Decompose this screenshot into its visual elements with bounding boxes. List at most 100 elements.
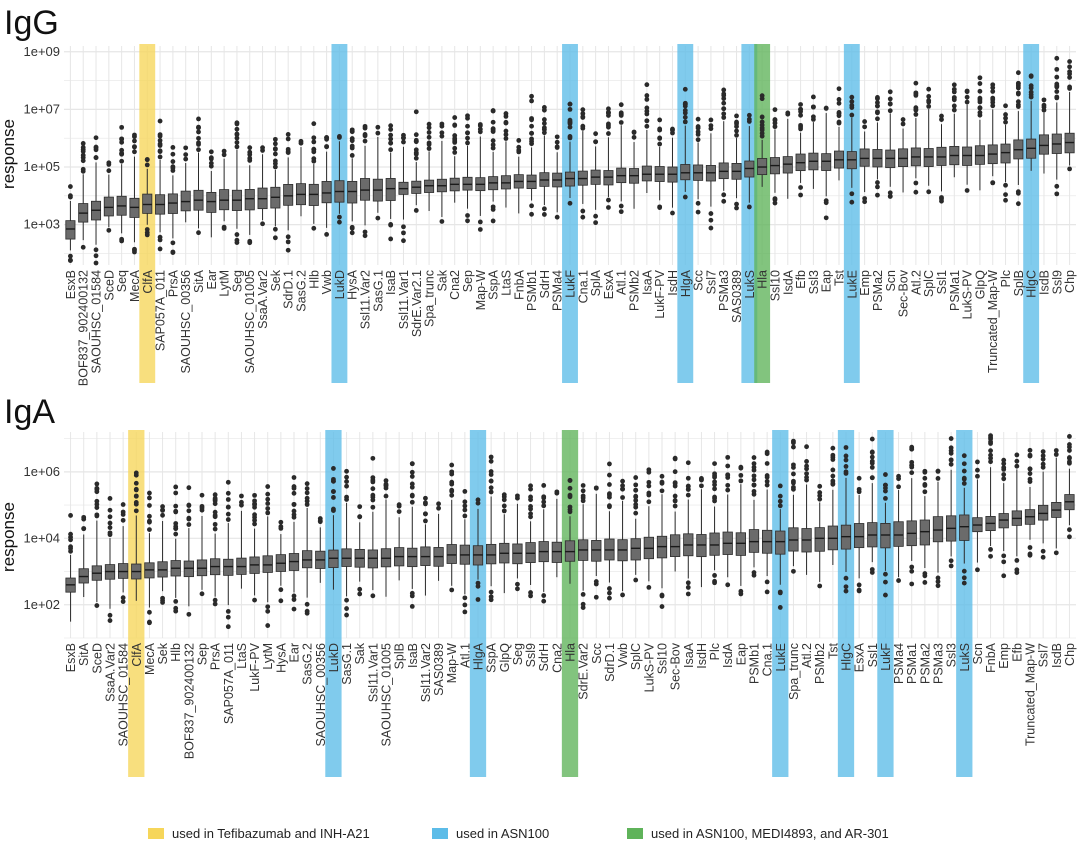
outlier-point xyxy=(817,496,823,502)
outlier-point xyxy=(869,475,875,481)
outlier-point xyxy=(212,601,218,607)
outlier-point xyxy=(646,584,652,590)
x-tick-label: Sec-Bov xyxy=(897,269,911,317)
highlight-bands xyxy=(139,44,1040,383)
outlier-point xyxy=(426,125,432,131)
outlier-point xyxy=(278,519,284,525)
outlier-point xyxy=(785,110,791,116)
outlier-point xyxy=(712,486,717,492)
x-tick-label: SplB xyxy=(393,643,407,669)
outlier-point xyxy=(212,521,218,527)
outlier-point xyxy=(388,147,394,153)
box-SdrE.Var2.1 xyxy=(411,109,422,213)
box-Spa_trunc xyxy=(424,121,435,212)
outlier-point xyxy=(375,130,381,136)
x-tick-label: Plc xyxy=(708,643,722,660)
outlier-point xyxy=(490,108,496,113)
outlier-point xyxy=(1001,472,1007,477)
x-tick-label: Cna2 xyxy=(550,643,564,673)
outlier-point xyxy=(672,483,678,489)
outlier-point xyxy=(173,531,179,537)
outlier-point xyxy=(331,495,336,500)
outlier-point xyxy=(734,132,739,138)
outlier-point xyxy=(107,618,113,623)
outlier-point xyxy=(265,604,271,610)
outlier-point xyxy=(413,132,419,138)
outlier-point xyxy=(413,155,419,161)
outlier-point xyxy=(186,522,192,527)
x-tick-label: Ssl11.Var1 xyxy=(397,270,411,329)
box-Spa_trunc xyxy=(788,438,799,574)
iqr-box xyxy=(854,523,865,549)
outlier-point xyxy=(990,82,996,88)
outlier-point xyxy=(488,489,494,495)
outlier-point xyxy=(423,500,428,506)
x-tick-label: IsdB xyxy=(1050,643,1064,668)
outlier-point xyxy=(644,111,650,117)
outlier-point xyxy=(239,499,244,505)
outlier-point xyxy=(798,106,803,112)
outlier-point xyxy=(409,484,415,490)
outlier-point xyxy=(1040,554,1046,560)
outlier-point xyxy=(234,131,240,137)
outlier-point xyxy=(633,475,639,480)
boxes xyxy=(65,55,1075,266)
outlier-point xyxy=(278,598,284,604)
x-tick-label: SplC xyxy=(629,643,643,670)
outlier-point xyxy=(247,240,253,246)
outlier-point xyxy=(272,226,278,232)
outlier-point xyxy=(529,130,534,136)
outlier-point xyxy=(196,116,201,122)
outlier-point xyxy=(1015,70,1021,76)
outlier-point xyxy=(529,98,534,104)
outlier-point xyxy=(186,485,192,491)
outlier-point xyxy=(869,449,875,455)
x-tick-label: LukF-PV xyxy=(248,642,262,691)
outlier-point xyxy=(772,117,778,122)
outlier-point xyxy=(975,459,980,465)
outlier-point xyxy=(738,472,744,478)
x-tick-label: Atl.2 xyxy=(909,270,923,295)
box-IsdA xyxy=(782,110,793,199)
outlier-point xyxy=(804,475,809,480)
outlier-point xyxy=(1067,59,1072,64)
box-SceD xyxy=(103,160,114,233)
x-tick-label: IsdA xyxy=(781,269,795,295)
outlier-point xyxy=(659,479,665,485)
outlier-point xyxy=(331,478,336,484)
outlier-point xyxy=(362,123,368,129)
box-IsdH xyxy=(696,475,707,588)
outlier-point xyxy=(659,488,665,494)
highlight-band-blue xyxy=(1023,44,1040,383)
outlier-point xyxy=(272,136,278,142)
outlier-point xyxy=(751,477,757,483)
box-Scn xyxy=(885,89,896,199)
outlier-point xyxy=(501,508,507,514)
box-PSMb1 xyxy=(748,455,760,578)
box-FnbA xyxy=(985,433,996,559)
x-tick-label: SplB xyxy=(1012,270,1026,296)
panel-igg: IgG response 1e+03 1e+05 1e+07 1e+09 Esx… xyxy=(0,4,1077,386)
outlier-point xyxy=(362,233,368,239)
box-Scc xyxy=(693,116,704,215)
outlier-point xyxy=(94,489,100,495)
outlier-point xyxy=(896,484,901,490)
outlier-point xyxy=(1067,71,1072,77)
outlier-point xyxy=(1040,548,1046,554)
outlier-point xyxy=(196,230,201,236)
x-tick-label: Sec-Bov xyxy=(669,642,683,690)
outlier-point xyxy=(196,135,201,141)
outlier-point xyxy=(265,510,271,516)
outlier-point xyxy=(593,220,599,226)
x-tick-label: IsaA xyxy=(640,269,654,295)
outlier-point xyxy=(462,503,468,509)
x-tick-label: HysA xyxy=(346,269,360,300)
outlier-point xyxy=(252,521,257,527)
outlier-point xyxy=(721,100,727,106)
outlier-point xyxy=(922,468,928,474)
x-tick-label: Eap xyxy=(820,270,834,292)
outlier-point xyxy=(119,147,125,153)
outlier-point xyxy=(304,481,310,487)
outlier-point xyxy=(357,504,363,510)
outlier-point xyxy=(777,605,783,610)
